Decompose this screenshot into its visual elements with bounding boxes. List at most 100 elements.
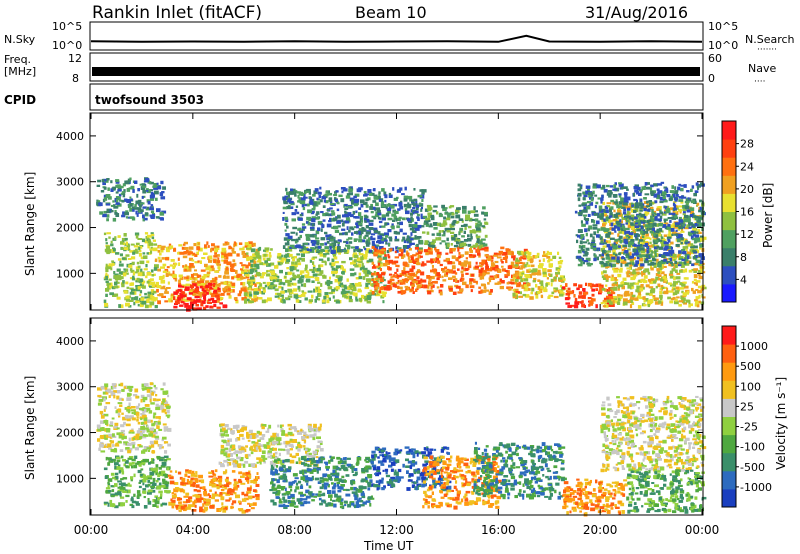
power-cell	[323, 295, 327, 300]
power-cell	[113, 271, 116, 275]
power-cell	[629, 217, 634, 220]
power-cell	[214, 281, 218, 286]
power-cell	[689, 249, 695, 253]
power-cell	[381, 286, 384, 290]
power-cell	[184, 304, 189, 308]
power-cell	[476, 223, 482, 227]
velocity-cell	[123, 386, 127, 389]
power-cell	[312, 202, 317, 207]
power-cell	[188, 246, 194, 250]
power-cell	[379, 241, 384, 244]
power-cell	[482, 289, 487, 293]
power-cell	[511, 255, 516, 259]
power-cell	[444, 207, 448, 210]
power-cell	[246, 281, 251, 285]
power-cell	[669, 283, 673, 287]
power-cell	[447, 215, 451, 219]
power-cell	[174, 278, 178, 282]
power-cell	[145, 299, 150, 304]
power-cell	[187, 267, 192, 272]
power-cell	[459, 278, 463, 282]
power-cell	[334, 279, 339, 283]
power-cell	[669, 219, 672, 223]
power-cell	[246, 293, 251, 298]
power-cell	[180, 301, 185, 304]
power-cell	[682, 246, 686, 250]
power-cell	[639, 207, 643, 212]
power-cell	[135, 234, 139, 239]
power-cell	[141, 282, 145, 285]
power-cell	[398, 216, 402, 219]
power-cell	[348, 186, 352, 189]
power-cell	[410, 272, 416, 276]
power-cell	[623, 238, 627, 241]
power-cell	[150, 294, 154, 299]
power-cell	[685, 240, 689, 243]
power-cell	[602, 223, 606, 227]
power-cell	[262, 287, 266, 291]
power-cell	[666, 287, 669, 292]
power-cell	[183, 298, 189, 302]
velocity-cell	[164, 411, 167, 415]
power-cell	[408, 220, 413, 224]
power-cell	[114, 278, 119, 281]
power-cell	[241, 250, 246, 255]
power-cell	[693, 268, 698, 271]
power-cell	[276, 275, 280, 279]
power-cell	[497, 252, 502, 256]
power-cell	[598, 289, 603, 293]
power-cell	[166, 266, 170, 269]
power-cell	[510, 278, 515, 282]
power-cell	[272, 277, 278, 280]
power-cell	[129, 203, 133, 207]
power-cell	[623, 186, 628, 189]
power-cell	[605, 228, 610, 232]
power-cell	[513, 265, 519, 269]
power-cell	[606, 205, 611, 208]
power-cell	[254, 274, 257, 278]
power-cell	[649, 253, 653, 258]
power-cell	[622, 244, 628, 248]
power-cell	[360, 203, 364, 208]
power-cell	[301, 223, 306, 226]
power-cell	[186, 278, 190, 282]
power-cell	[645, 233, 649, 237]
power-cell	[559, 284, 562, 288]
power-cell	[565, 292, 571, 296]
power-cell	[408, 223, 412, 228]
power-cell	[326, 299, 330, 304]
power-cell	[224, 286, 229, 290]
power-cell	[343, 284, 347, 288]
power-cell	[365, 284, 369, 288]
power-cell	[601, 247, 605, 252]
power-cell	[283, 282, 286, 286]
velocity-cell	[105, 391, 109, 395]
power-cell	[350, 214, 354, 218]
power-cell	[450, 227, 455, 231]
power-cell	[285, 297, 289, 300]
power-cell	[696, 202, 700, 206]
power-cell	[693, 217, 696, 221]
power-cell	[338, 284, 342, 288]
power-cell	[524, 264, 527, 268]
power-cell	[329, 276, 331, 280]
power-cell	[311, 216, 316, 220]
power-cell	[534, 255, 539, 259]
colorbar-swatch	[722, 283, 736, 303]
power-cell	[313, 240, 317, 244]
power-cell	[655, 258, 659, 262]
power-cell	[695, 217, 699, 221]
power-cell	[687, 197, 690, 200]
power-cell	[472, 278, 476, 282]
power-cell	[380, 276, 383, 280]
power-cell	[253, 257, 257, 260]
power-cell	[680, 187, 684, 192]
power-cell	[441, 230, 444, 233]
power-cell	[191, 259, 195, 262]
power-cell	[111, 260, 114, 263]
power-cell	[660, 236, 664, 239]
power-cell	[589, 302, 593, 306]
power-cell	[137, 188, 140, 192]
power-cell	[548, 251, 552, 256]
power-cell	[138, 249, 142, 253]
